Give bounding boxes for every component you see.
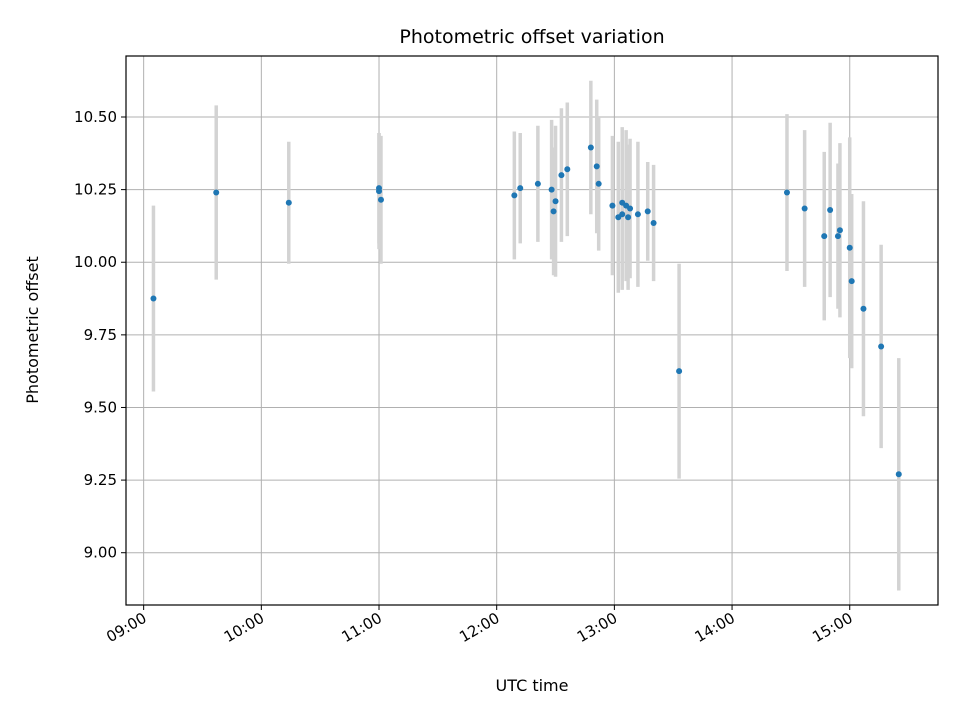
data-point: [895, 471, 902, 478]
y-axis-ticks: 9.00 9.25 9.50 9.75 10.00 10.25 10.50: [74, 108, 126, 562]
data-point: [801, 205, 808, 212]
data-point: [834, 233, 841, 240]
data-point: [860, 305, 867, 312]
y-tick-label: 9.75: [84, 326, 117, 344]
data-point: [676, 368, 683, 375]
plot-frame: [125, 55, 939, 606]
data-point: [511, 192, 518, 199]
data-point: [878, 343, 885, 350]
y-tick-label: 10.00: [74, 253, 117, 271]
data-point: [836, 227, 843, 234]
data-point: [625, 214, 632, 221]
y-axis-label: Photometric offset: [23, 256, 42, 404]
data-point: [627, 205, 634, 212]
data-point: [609, 202, 616, 209]
data-point: [564, 166, 571, 173]
data-point: [213, 189, 220, 196]
data-point: [595, 180, 602, 187]
data-point: [548, 186, 555, 193]
data-point: [619, 211, 626, 218]
data-point: [285, 199, 292, 206]
data-point: [650, 220, 657, 227]
data-points: [150, 144, 902, 478]
data-point: [644, 208, 651, 215]
data-point: [558, 172, 565, 179]
y-tick-label: 9.50: [84, 398, 117, 416]
data-point: [783, 189, 790, 196]
data-point: [593, 163, 600, 170]
y-tick-label: 10.50: [74, 108, 117, 126]
data-point: [550, 208, 557, 215]
data-point: [827, 206, 834, 213]
data-point: [821, 233, 828, 240]
y-tick-label: 9.00: [84, 544, 117, 562]
y-tick-label: 9.25: [84, 471, 117, 489]
plot-area: [126, 56, 938, 605]
y-tick-label: 10.25: [74, 181, 117, 199]
data-point: [534, 180, 541, 187]
x-axis-label: UTC time: [496, 676, 569, 695]
data-point: [376, 188, 383, 195]
data-point: [150, 295, 157, 302]
data-point: [634, 211, 641, 218]
chart-title: Photometric offset variation: [399, 26, 664, 48]
data-point: [587, 144, 594, 151]
data-point: [377, 196, 384, 203]
data-point: [846, 244, 853, 251]
data-point: [848, 278, 855, 285]
data-point: [552, 198, 559, 205]
data-point: [517, 185, 524, 192]
